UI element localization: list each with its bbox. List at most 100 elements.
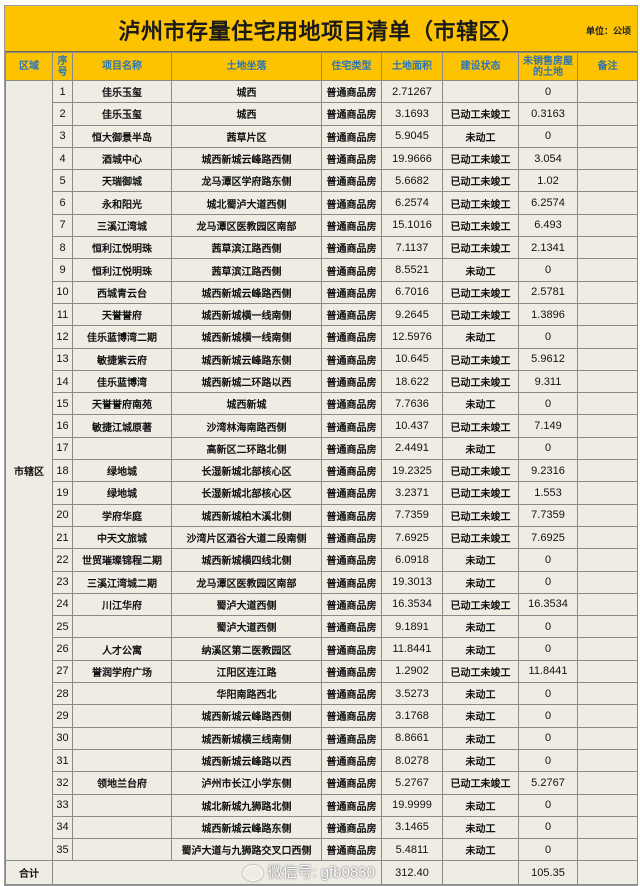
remark [577, 191, 638, 215]
housing-type: 普通商品房 [321, 748, 382, 773]
project-name: 绿地城 [72, 481, 172, 505]
land-area: 5.6682 [381, 169, 443, 193]
table-row: 31 城西新城云峰路以西 普通商品房 8.0278 未动工 0 [6, 748, 638, 773]
table-row: 30 城西新城横三线南侧 普通商品房 8.8661 未动工 0 [6, 726, 638, 750]
project-name: 佳乐蓝博湾 [72, 369, 172, 394]
land-area: 2.4491 [381, 436, 443, 461]
remark [577, 347, 638, 371]
project-name [72, 436, 172, 461]
table-row: 29 城西新城云峰路西侧 普通商品房 3.1768 未动工 0 [6, 704, 638, 728]
housing-type: 普通商品房 [321, 793, 382, 817]
unsold-land: 9.311 [518, 369, 578, 394]
remark [577, 258, 638, 282]
row-number: 9 [52, 258, 73, 282]
construction-status: 未动工 [442, 615, 519, 639]
row-number: 31 [52, 748, 73, 773]
table-row: 14 佳乐蓝博湾 城西新城二环路以西 普通商品房 18.622 已动工未竣工 9.311 [6, 369, 638, 394]
row-number: 14 [52, 369, 73, 394]
remark [577, 436, 638, 461]
housing-type: 普通商品房 [321, 615, 382, 639]
housing-type: 普通商品房 [321, 325, 382, 349]
housing-type: 普通商品房 [321, 637, 382, 661]
construction-status: 已动工未竣工 [442, 592, 519, 617]
land-location: 城西新城云峰路西侧 [171, 704, 322, 728]
row-number: 6 [52, 191, 73, 215]
land-location: 长湿新城北部核心区 [171, 481, 322, 505]
unsold-land: 5.9612 [518, 347, 578, 371]
table-row: 32 领地兰台府 泸州市长江小学东侧 普通商品房 5.2767 已动工未竣工 5.2767 [6, 771, 638, 795]
construction-status: 未动工 [442, 704, 519, 728]
remark [577, 213, 638, 238]
remark [577, 102, 638, 126]
construction-status: 已动工未竣工 [442, 102, 519, 126]
construction-status: 未动工 [442, 815, 519, 840]
land-area: 7.7359 [381, 503, 443, 527]
project-name: 佳乐蓝博湾二期 [72, 325, 172, 349]
land-location: 蜀泸大道与九狮路交叉口西侧 [171, 838, 322, 862]
project-name: 恒利江悦明珠 [72, 258, 172, 282]
row-number: 29 [52, 704, 73, 728]
unsold-land: 0 [518, 436, 578, 461]
housing-type: 普通商品房 [321, 280, 382, 304]
land-area: 5.2767 [381, 771, 443, 795]
unsold-land: 7.6925 [518, 525, 578, 550]
project-name: 天誉誉府 [72, 302, 172, 327]
land-area: 10.645 [381, 347, 443, 371]
construction-status: 已动工未竣工 [442, 481, 519, 505]
housing-type: 普通商品房 [321, 347, 382, 371]
land-area: 12.5976 [381, 325, 443, 349]
row-number: 26 [52, 637, 73, 661]
row-number: 10 [52, 280, 73, 304]
header-location: 土地坐落 [171, 52, 322, 81]
unsold-land: 0 [518, 615, 578, 639]
row-number: 4 [52, 146, 73, 171]
project-name: 学府华庭 [72, 503, 172, 527]
land-location: 华阳南路西北 [171, 682, 322, 706]
land-location: 城北新城九狮路北侧 [171, 793, 322, 817]
row-number: 18 [52, 459, 73, 483]
project-name: 三溪江湾城二期 [72, 570, 172, 594]
row-number: 15 [52, 392, 73, 416]
table-row: 6 永和阳光 城北蜀泸大道西侧 普通商品房 6.2574 已动工未竣工 6.2574 [6, 191, 638, 215]
project-name: 世贸璀璨锦程二期 [72, 548, 172, 572]
housing-type: 普通商品房 [321, 525, 382, 550]
remark [577, 682, 638, 706]
table-row: 20 学府华庭 城西新城柏木溪北侧 普通商品房 7.7359 已动工未竣工 7.7359 [6, 503, 638, 527]
header-status: 建设状态 [442, 52, 519, 81]
header-unsold: 未销售房屋的土地 [518, 52, 578, 81]
row-number: 25 [52, 615, 73, 639]
unsold-land: 0 [518, 815, 578, 840]
unsold-land: 0 [518, 726, 578, 750]
unsold-land: 0 [518, 570, 578, 594]
table-row: 22 世贸璀璨锦程二期 城西新城横四线北侧 普通商品房 6.0918 未动工 0 [6, 548, 638, 572]
land-area: 5.4811 [381, 838, 443, 862]
construction-status: 已动工未竣工 [442, 771, 519, 795]
row-number: 21 [52, 525, 73, 550]
construction-status: 未动工 [442, 793, 519, 817]
table-row: 23 三溪江湾城二期 龙马潭区医教园区南部 普通商品房 19.3013 未动工 0 [6, 570, 638, 594]
housing-type: 普通商品房 [321, 481, 382, 505]
project-name [72, 748, 172, 773]
project-name [72, 838, 172, 862]
table-row: 26 人才公寓 纳溪区第二医教园区 普通商品房 11.8441 未动工 0 [6, 637, 638, 661]
project-name [72, 726, 172, 750]
unsold-land: 0 [518, 124, 578, 148]
housing-type: 普通商品房 [321, 503, 382, 527]
housing-type: 普通商品房 [321, 169, 382, 193]
remark [577, 838, 638, 862]
project-name: 人才公寓 [72, 637, 172, 661]
project-name: 酒城中心 [72, 146, 172, 171]
row-number: 34 [52, 815, 73, 840]
table-row: 18 绿地城 长湿新城北部核心区 普通商品房 19.2325 已动工未竣工 9.2316 [6, 459, 638, 483]
land-location: 城西新城云峰路西侧 [171, 280, 322, 304]
unsold-land: 6.493 [518, 213, 578, 238]
land-location: 江阳区连江路 [171, 659, 322, 684]
project-name: 誉润学府广场 [72, 659, 172, 684]
housing-type: 普通商品房 [321, 659, 382, 684]
remark [577, 280, 638, 304]
header-no: 序号 [52, 52, 73, 81]
construction-status: 已动工未竣工 [442, 236, 519, 260]
construction-status: 未动工 [442, 258, 519, 282]
remark [577, 771, 638, 795]
construction-status: 已动工未竣工 [442, 459, 519, 483]
